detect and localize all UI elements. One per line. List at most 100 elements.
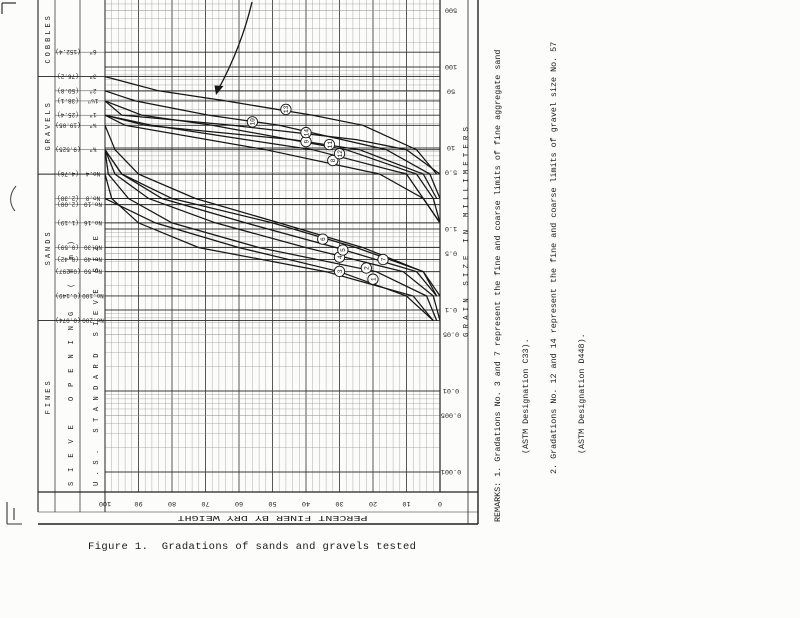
curve-number-label: 10	[250, 118, 257, 126]
curve-number-label: 12	[337, 150, 344, 158]
sieve-opening-label: (0.59)	[57, 244, 79, 251]
sieve-opening-label: (152.4)	[55, 48, 80, 55]
gradation-curve-2	[105, 149, 438, 321]
curve-number-circle	[300, 126, 312, 139]
gradation-curve-10	[105, 90, 440, 199]
grid-layer	[105, 0, 440, 492]
sieve-size-label: 6"	[89, 48, 96, 55]
gradation-curve-9	[105, 100, 440, 224]
sieve-opening-label: (25.4)	[57, 111, 79, 118]
percent-axis-title: PERCENT FINER BY DRY WEIGHT	[177, 513, 368, 521]
curve-number-label: 8	[330, 158, 337, 162]
sieve-size-label: No.50	[84, 268, 102, 275]
curve-number-circle	[360, 262, 372, 274]
sieve-size-label: 1"	[89, 111, 96, 118]
sieve-opening-header: SIEVE OPENING (mm)	[68, 241, 76, 486]
gradation-curve-13	[105, 75, 438, 175]
gradation-curve-14	[105, 100, 440, 175]
curve-number-circle	[377, 253, 389, 266]
sieve-opening-label: (38.1)	[57, 97, 79, 104]
percent-tick-label: 100	[99, 499, 111, 507]
sieve-size-label: ¾"	[89, 121, 96, 128]
gradation-curve-4	[105, 149, 440, 321]
curve-number-circle	[367, 273, 379, 285]
percent-tick-label: 10	[402, 499, 410, 507]
curve-number-circle	[317, 233, 329, 245]
remarks-line-3: 2. Gradations No. 12 and 14 represent th…	[549, 42, 559, 474]
percent-tick-label: 60	[235, 499, 243, 507]
scan-artifact-bottom-left	[6, 502, 22, 525]
band-label-sands: SANDS	[45, 229, 53, 265]
curve-number-label: 9	[303, 139, 310, 143]
curve-number-label: 11	[327, 141, 334, 149]
gradation-curve-3	[105, 174, 434, 322]
percent-tick-label: 20	[369, 499, 377, 507]
grain-tick-label: 1.0	[445, 224, 457, 232]
curve-number-circle	[337, 244, 349, 256]
curve-number-circle	[323, 138, 336, 151]
remarks-line-2: (ASTM Designation C33).	[521, 338, 531, 454]
grain-tick-label: 0.5	[445, 248, 457, 256]
sieve-size-label: No.10	[84, 201, 102, 208]
percent-tick-label: 40	[302, 499, 310, 507]
curve-number-label: 4	[337, 255, 344, 259]
annotation-arrow	[217, 1, 253, 91]
figure-caption: Figure 1. Gradations of sands and gravel…	[88, 541, 417, 553]
sieve-size-label: No.16	[84, 219, 102, 226]
scan-artifact-top-left	[1, 2, 16, 14]
curve-number-circle	[246, 116, 259, 128]
gradation-curve-1	[105, 149, 434, 321]
grain-tick-label: 5.0	[445, 167, 457, 175]
grain-tick-label: 0.05	[443, 329, 459, 337]
sieve-opening-label: (2.00)	[57, 201, 79, 208]
gradation-curve-11	[105, 114, 438, 199]
grain-tick-label: 0.01	[443, 386, 459, 394]
curve-number-circle	[280, 103, 292, 116]
annotation-arrowhead	[214, 85, 224, 95]
curve-number-label: 6	[320, 237, 327, 241]
curve-number-label: 14	[303, 129, 310, 137]
curve-number-label: 13	[283, 105, 290, 113]
sieve-opening-label: (0.42)	[57, 256, 79, 263]
gradation-curve-7	[105, 149, 440, 297]
remarks-line-1: REMARKS: 1. Gradations No. 3 and 7 repre…	[493, 50, 503, 522]
sieve-size-label: 3"	[89, 73, 96, 80]
curve-number-label: 3	[337, 269, 344, 273]
curve-number-circle	[333, 148, 346, 160]
sieve-opening-label: (0.149)	[55, 292, 80, 299]
curve-number-label: 2	[364, 266, 371, 270]
remarks-line-4: (ASTM Designation D448).	[577, 333, 587, 454]
grain-tick-label: 50	[447, 86, 455, 94]
grain-axis-title: GRAIN SIZE IN MILLIMETERS	[463, 127, 471, 337]
percent-tick-label: 0	[438, 499, 442, 507]
sieve-opening-label: (19.05)	[55, 121, 80, 128]
sieve-size-label: ⅜"	[89, 146, 96, 153]
band-label-gravels: GRAVELS	[45, 100, 53, 150]
grain-tick-label: 0.005	[441, 410, 461, 418]
grain-tick-label: 0.001	[441, 467, 461, 475]
percent-tick-label: 70	[201, 499, 209, 507]
curve-number-circle	[333, 265, 346, 278]
band-label-cobbles: COBBLES	[45, 13, 53, 63]
gradation-curve-12	[105, 114, 440, 224]
grain-tick-label: 100	[445, 62, 457, 70]
curve-number-label: 5	[340, 248, 347, 252]
sieve-size-label: No.100	[82, 292, 104, 299]
grain-tick-label: 500	[445, 5, 457, 13]
sieve-opening-label: (1.19)	[57, 219, 79, 226]
curve-number-label: 1	[370, 277, 377, 281]
sieve-size-label: No.4	[85, 170, 100, 177]
sieve-opening-label: (76.2)	[57, 73, 79, 80]
curve-number-label: 7	[380, 257, 387, 261]
sieve-opening-label: (0.297)	[55, 268, 80, 275]
sieve-size-label: No.30	[84, 244, 102, 251]
curve-number-circle	[327, 154, 339, 167]
band-label-fines: FINES	[45, 378, 53, 414]
sieve-opening-label: (9.525)	[55, 146, 80, 153]
percent-tick-label: 90	[134, 499, 142, 507]
scan-artifact-left-edge	[10, 185, 17, 212]
sieve-size-label: No.8	[85, 194, 100, 201]
